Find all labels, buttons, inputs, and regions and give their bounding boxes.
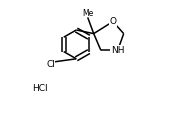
Text: O: O <box>109 17 116 26</box>
Text: NH: NH <box>111 46 124 55</box>
Text: Me: Me <box>82 9 93 18</box>
Text: HCl: HCl <box>32 84 48 93</box>
Text: Cl: Cl <box>46 60 55 69</box>
